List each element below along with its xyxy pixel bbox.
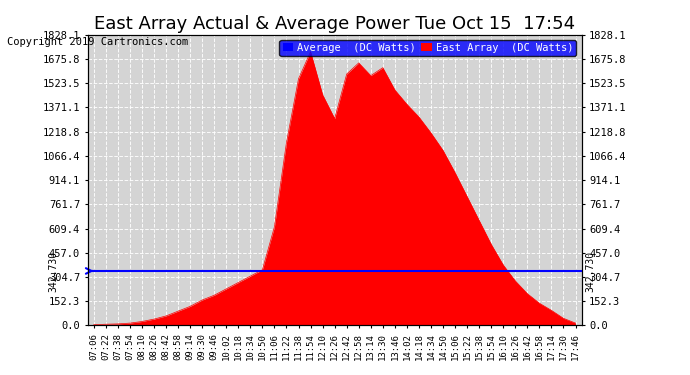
Title: East Array Actual & Average Power Tue Oct 15  17:54: East Array Actual & Average Power Tue Oc… bbox=[94, 15, 575, 33]
Legend: Average  (DC Watts), East Array  (DC Watts): Average (DC Watts), East Array (DC Watts… bbox=[279, 40, 576, 56]
Text: Copyright 2019 Cartronics.com: Copyright 2019 Cartronics.com bbox=[7, 37, 188, 47]
Text: 342.730: 342.730 bbox=[49, 251, 59, 291]
Text: 342.730: 342.730 bbox=[586, 251, 595, 291]
